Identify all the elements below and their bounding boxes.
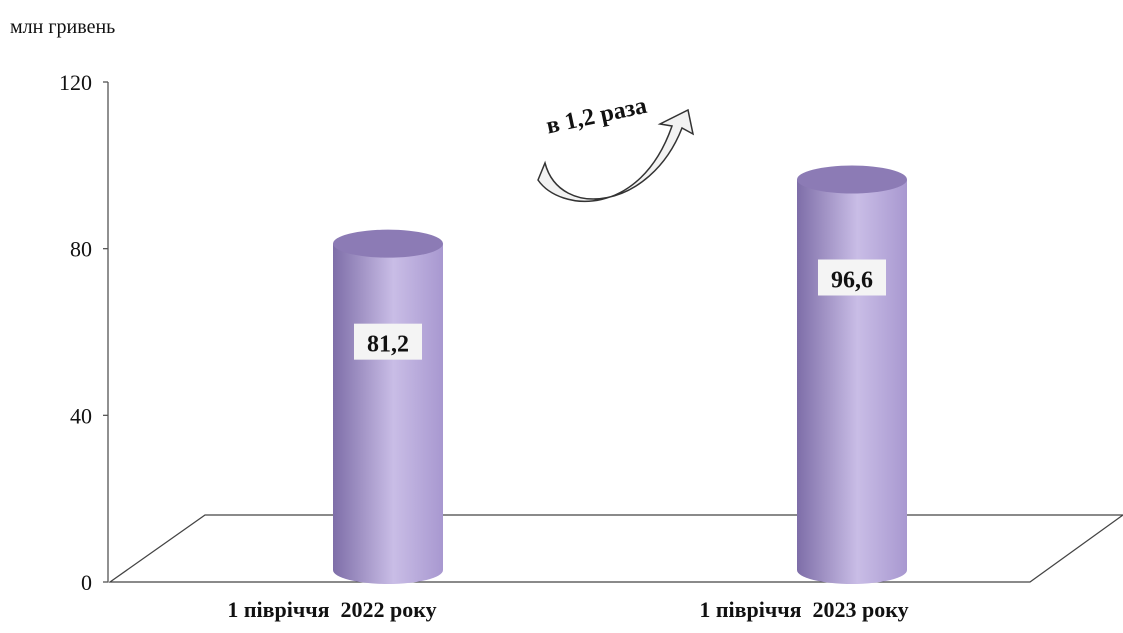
data-label-box <box>354 323 422 360</box>
bar-body <box>797 179 907 584</box>
bar-body <box>333 243 443 584</box>
category-label: 1 півріччя 2022 року <box>227 597 436 622</box>
growth-arrow-icon <box>537 108 695 203</box>
data-label: 96,6 <box>831 268 873 294</box>
y-tick-label: 40 <box>70 403 92 428</box>
data-label: 81,2 <box>367 332 409 358</box>
y-tick-label: 0 <box>81 570 92 595</box>
bar: 81,2 <box>333 229 443 584</box>
category-labels: 1 півріччя 2022 року 1 півріччя 2023 року <box>227 597 908 622</box>
category-label: 1 півріччя 2023 року <box>699 597 908 622</box>
unit-label: млн гривень <box>10 16 115 38</box>
bar-top <box>333 229 443 258</box>
data-label-box <box>818 259 886 296</box>
growth-annotation: в 1,2 раза <box>544 93 649 140</box>
y-tick-label: 80 <box>70 237 92 262</box>
chart-floor <box>107 514 1123 583</box>
y-ticks: 0 40 80 120 <box>59 70 108 595</box>
y-tick-label: 120 <box>59 70 92 95</box>
bars: 81,2 96,6 <box>333 165 907 584</box>
bar: 96,6 <box>797 165 907 584</box>
bar-top <box>797 165 907 194</box>
